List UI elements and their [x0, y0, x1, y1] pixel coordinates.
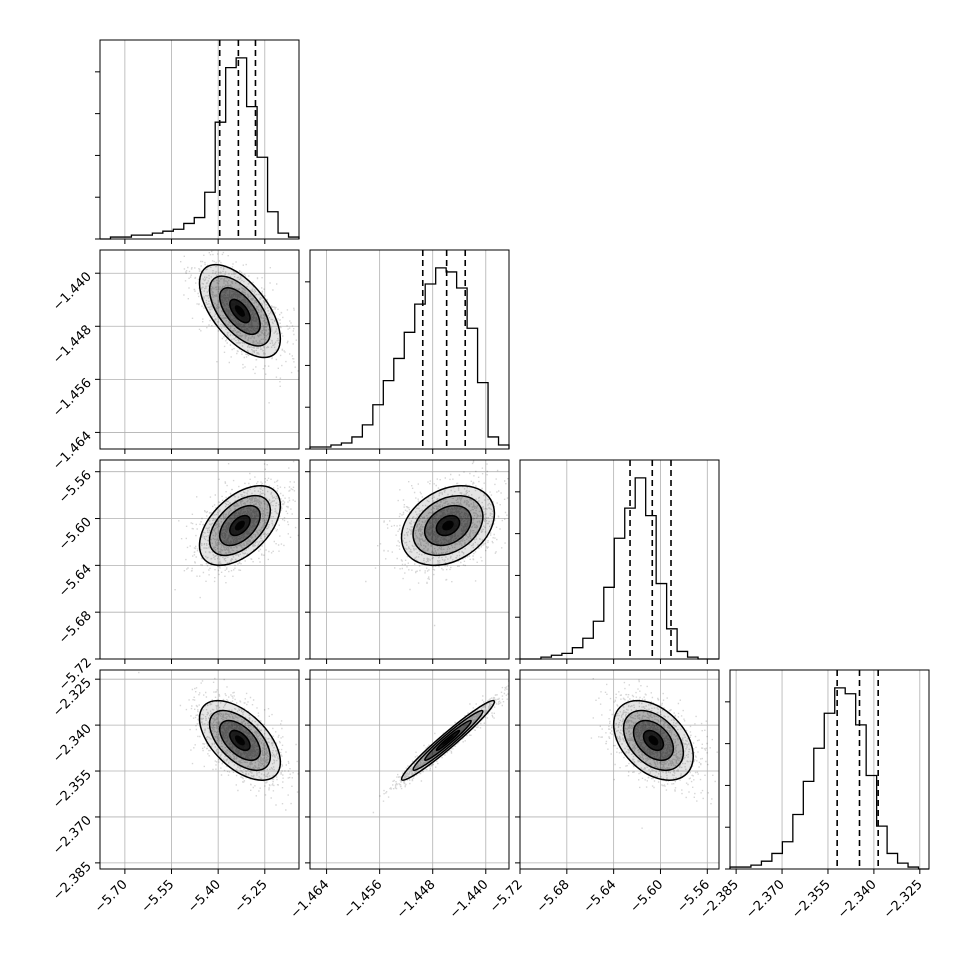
- pair-content: [138, 671, 299, 811]
- panel-frame: [309, 249, 510, 450]
- x-tick-label: −5.68: [534, 877, 573, 916]
- x-tick-label: −5.70: [92, 877, 131, 916]
- y-tick-label: −2.385: [50, 859, 95, 904]
- x-tick-label: −1.464: [288, 877, 333, 922]
- panel-frame: [99, 249, 300, 450]
- contour-line-3: [198, 485, 282, 567]
- density-peak: [234, 735, 245, 746]
- scatter-points: [138, 671, 299, 811]
- panel-frame: [99, 669, 300, 870]
- pair-content: [590, 670, 718, 829]
- scatter-points: [365, 460, 509, 627]
- density-peak: [234, 520, 245, 531]
- contour-line-3: [198, 699, 282, 781]
- pair-content: [365, 460, 509, 627]
- histogram-panel-2: [515, 459, 720, 664]
- y-tick-label: −5.64: [56, 562, 95, 601]
- x-tick-label: −1.456: [341, 877, 386, 922]
- y-tick-label: −1.440: [50, 269, 95, 314]
- density-peak: [442, 735, 454, 746]
- contour-line-1: [218, 287, 261, 335]
- contour-line-2: [208, 275, 271, 347]
- x-tick-label: −5.64: [581, 877, 620, 916]
- y-tick-label: −2.340: [50, 721, 95, 766]
- x-tick-label: −5.55: [139, 877, 178, 916]
- pair-content: [372, 679, 509, 814]
- x-tick-label: −2.370: [743, 877, 788, 922]
- contour-line-0: [435, 514, 461, 537]
- contour-line-2: [208, 494, 271, 557]
- y-tick-label: −1.448: [50, 323, 95, 368]
- pair-panel-2-3: −5.72 −5.68 −5.64 −5.60 −5.56: [487, 669, 720, 916]
- x-tick-label: −5.60: [628, 877, 667, 916]
- contour-line-2: [412, 709, 484, 772]
- histogram-panel-3: −2.385 −2.370 −2.355 −2.340 −2.325: [697, 669, 930, 922]
- y-tick-label: −1.464: [50, 429, 95, 474]
- x-tick-label: −2.340: [835, 877, 880, 922]
- contour-line-2: [208, 709, 271, 772]
- panel-frame: [309, 669, 510, 870]
- contour-line-2: [412, 494, 484, 557]
- y-tick-label: −2.370: [50, 813, 95, 858]
- histogram-panel-1: [305, 249, 510, 454]
- histogram-steps-3: [729, 687, 929, 870]
- contour-line-1: [632, 719, 675, 762]
- density-peak: [234, 305, 245, 317]
- contour-line-3: [400, 485, 496, 567]
- density-peak: [648, 735, 659, 746]
- contour-line-1: [218, 504, 261, 547]
- contour-line-0: [435, 729, 461, 752]
- contour-line-3: [400, 699, 496, 781]
- x-tick-label: −5.72: [487, 877, 526, 916]
- panel-frame: [519, 459, 720, 660]
- pair-panel-0-1: −1.464 −1.456 −1.448 −1.440: [50, 249, 300, 474]
- x-tick-label: −5.40: [185, 877, 224, 916]
- contour-line-3: [198, 263, 282, 359]
- contour-line-1: [218, 719, 261, 762]
- panel-frame: [729, 669, 930, 870]
- x-tick-label: −1.440: [447, 877, 492, 922]
- panel-frame: [99, 459, 300, 660]
- contour-line-1: [424, 719, 472, 762]
- contour-line-0: [229, 298, 251, 324]
- histogram-steps-1: [309, 267, 510, 449]
- panel-frame: [99, 39, 300, 240]
- x-tick-label: −2.355: [789, 877, 834, 922]
- panel-frame: [519, 669, 720, 870]
- histogram-steps-0: [100, 57, 300, 240]
- histogram-steps-2: [520, 477, 719, 660]
- y-tick-label: −5.56: [56, 468, 95, 507]
- pair-content: [180, 250, 299, 404]
- pair-panel-0-2: −5.72−5.68−5.64−5.60−5.56: [56, 459, 300, 694]
- pair-panel-1-2: [305, 459, 510, 664]
- y-tick-label: −2.355: [50, 767, 95, 812]
- contour-line-0: [229, 729, 251, 752]
- contour-line-3: [612, 699, 694, 781]
- x-tick-label: −5.25: [232, 877, 271, 916]
- panel-frame: [309, 459, 510, 660]
- histogram-panel-0: [95, 39, 300, 244]
- contour-line-0: [229, 514, 251, 537]
- contour-line-2: [622, 709, 685, 772]
- density-peak: [442, 520, 454, 531]
- x-tick-label: −1.448: [394, 877, 439, 922]
- contour-line-1: [424, 504, 472, 547]
- pair-panel-1-3: −1.464 −1.456 −1.448 −1.440: [288, 669, 510, 922]
- y-tick-label: −1.456: [50, 376, 95, 421]
- pair-panel-0-3: −5.70 −5.55 −5.40 −5.25 −2.385−2.370−2.355−2…: [50, 669, 300, 916]
- y-tick-label: −5.68: [56, 608, 95, 647]
- contour-line-0: [642, 729, 665, 752]
- x-tick-label: −2.325: [881, 877, 926, 922]
- y-tick-label: −5.60: [56, 515, 95, 554]
- pair-content: [174, 460, 299, 599]
